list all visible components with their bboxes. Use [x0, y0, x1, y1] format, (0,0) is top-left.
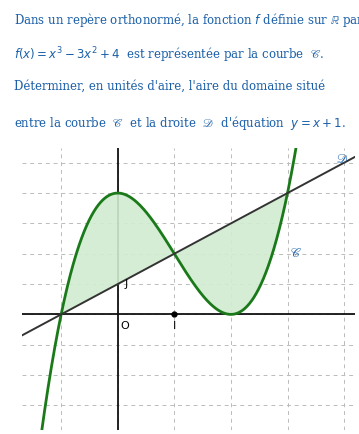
- Text: $\mathscr{D}$: $\mathscr{D}$: [336, 153, 348, 166]
- Text: Dans un repère orthonormé, la fonction $f$ définie sur $\mathbb{R}$ par: Dans un repère orthonormé, la fonction $…: [14, 11, 359, 29]
- Text: J: J: [125, 279, 128, 289]
- Text: $f(x) = x^3 - 3x^2 + 4$  est représentée par la courbe  $\mathscr{C}$.: $f(x) = x^3 - 3x^2 + 4$ est représentée …: [14, 45, 325, 65]
- Text: O: O: [120, 321, 129, 331]
- Text: $\mathscr{C}$: $\mathscr{C}$: [290, 247, 302, 260]
- Text: Déterminer, en unités d'aire, l'aire du domaine situé: Déterminer, en unités d'aire, l'aire du …: [14, 80, 326, 93]
- Text: I: I: [173, 321, 176, 331]
- Text: entre la courbe  $\mathscr{C}$  et la droite  $\mathscr{D}$  d'équation  $y = x : entre la courbe $\mathscr{C}$ et la droi…: [14, 114, 346, 132]
